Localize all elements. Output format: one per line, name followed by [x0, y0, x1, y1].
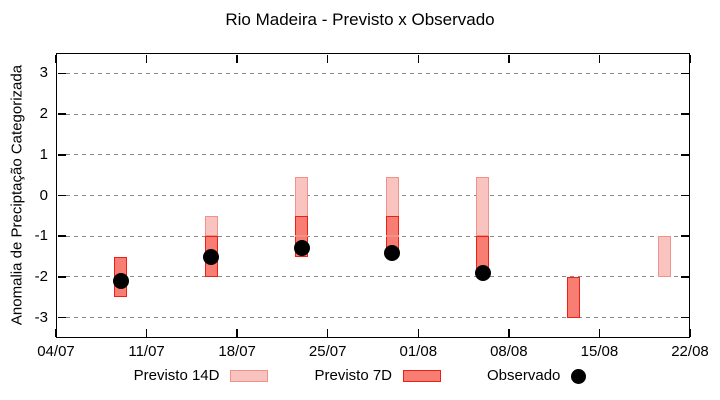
- x-tick-label: 04/07: [37, 343, 75, 360]
- observado-dot: [384, 244, 401, 261]
- legend-item-range-14d: Previsto 14D: [134, 366, 269, 386]
- legend-item-dot-marker: Observado: [487, 366, 587, 386]
- y-tick-label: 3: [39, 64, 48, 82]
- y-tick-right: [680, 276, 689, 278]
- x-tick-label: 25/07: [308, 343, 347, 360]
- y-tick-left: [57, 276, 66, 278]
- y-tick-label: -3: [34, 308, 48, 326]
- legend-item-range-7d: Previsto 7D: [314, 366, 442, 386]
- x-tick-label: 11/07: [128, 343, 165, 360]
- legend-label: Previsto 7D: [314, 367, 393, 384]
- gridline: [58, 235, 688, 237]
- y-tick-left: [57, 194, 66, 197]
- x-tick-bottom: [689, 328, 691, 337]
- gridline: [58, 113, 688, 115]
- x-tick-bottom: [598, 328, 601, 337]
- x-tick-top: [326, 54, 329, 63]
- legend-swatch-range-7d: [403, 370, 442, 382]
- previsto-14d-bottom-edge: [385, 235, 399, 237]
- observado-dot: [293, 240, 310, 257]
- x-tick-label: 01/08: [399, 343, 438, 360]
- x-tick-bottom: [326, 328, 329, 337]
- bar-previsto-14d: [476, 177, 490, 237]
- x-tick-top: [508, 54, 510, 63]
- x-tick-bottom: [417, 328, 420, 337]
- y-tick-left: [57, 72, 66, 75]
- x-tick-top: [236, 54, 238, 63]
- chart-title: Rio Madeira - Previsto x Observado: [225, 10, 495, 29]
- y-tick-right: [680, 194, 689, 197]
- x-tick-top: [145, 54, 148, 63]
- y-tick-right: [680, 72, 689, 75]
- legend-swatch-range-14d: [230, 370, 269, 382]
- observado-dot: [203, 248, 220, 265]
- gridline: [58, 195, 688, 196]
- legend-label: Previsto 14D: [133, 367, 220, 384]
- legend: Previsto 14D Previsto 7D Observado: [0, 366, 720, 386]
- y-tick-label: -2: [34, 267, 48, 285]
- x-tick-top: [598, 54, 601, 63]
- x-tick-label: 18/07: [218, 343, 256, 360]
- bar-previsto-14d: [204, 215, 218, 237]
- x-tick-bottom: [55, 328, 57, 337]
- x-tick-top: [417, 54, 420, 63]
- y-tick-right: [680, 235, 689, 237]
- previsto-14d-bottom-edge: [295, 235, 309, 237]
- gridline: [58, 72, 688, 74]
- legend-swatch-dot-marker: [571, 368, 587, 384]
- y-tick-left: [57, 316, 66, 319]
- y-tick-right: [680, 154, 689, 156]
- bar-previsto-14d: [657, 236, 671, 277]
- gridline: [58, 276, 688, 278]
- y-tick-right: [680, 113, 689, 115]
- x-tick-bottom: [145, 328, 148, 337]
- y-tick-label: -1: [34, 227, 48, 245]
- x-tick-label: 22/08: [671, 343, 709, 360]
- observado-dot: [474, 264, 491, 281]
- y-tick-right: [680, 316, 689, 319]
- y-tick-left: [57, 235, 66, 237]
- observado-dot: [112, 273, 129, 289]
- legend-label: Observado: [487, 367, 561, 384]
- y-tick-left: [57, 113, 66, 115]
- x-tick-top: [689, 54, 691, 63]
- gridline: [58, 154, 688, 156]
- x-tick-bottom: [236, 328, 238, 337]
- x-tick-bottom: [508, 328, 510, 337]
- plot-area-border: [56, 53, 690, 338]
- bar-previsto-7d: [567, 276, 581, 318]
- y-tick-label: 2: [39, 105, 48, 123]
- y-tick-left: [57, 154, 66, 156]
- y-tick-label: 1: [39, 145, 48, 163]
- gridline: [58, 317, 688, 319]
- y-tick-label: 0: [39, 186, 48, 204]
- x-tick-label: 08/08: [490, 343, 528, 360]
- x-tick-top: [55, 54, 57, 63]
- x-tick-label: 15/08: [580, 343, 619, 360]
